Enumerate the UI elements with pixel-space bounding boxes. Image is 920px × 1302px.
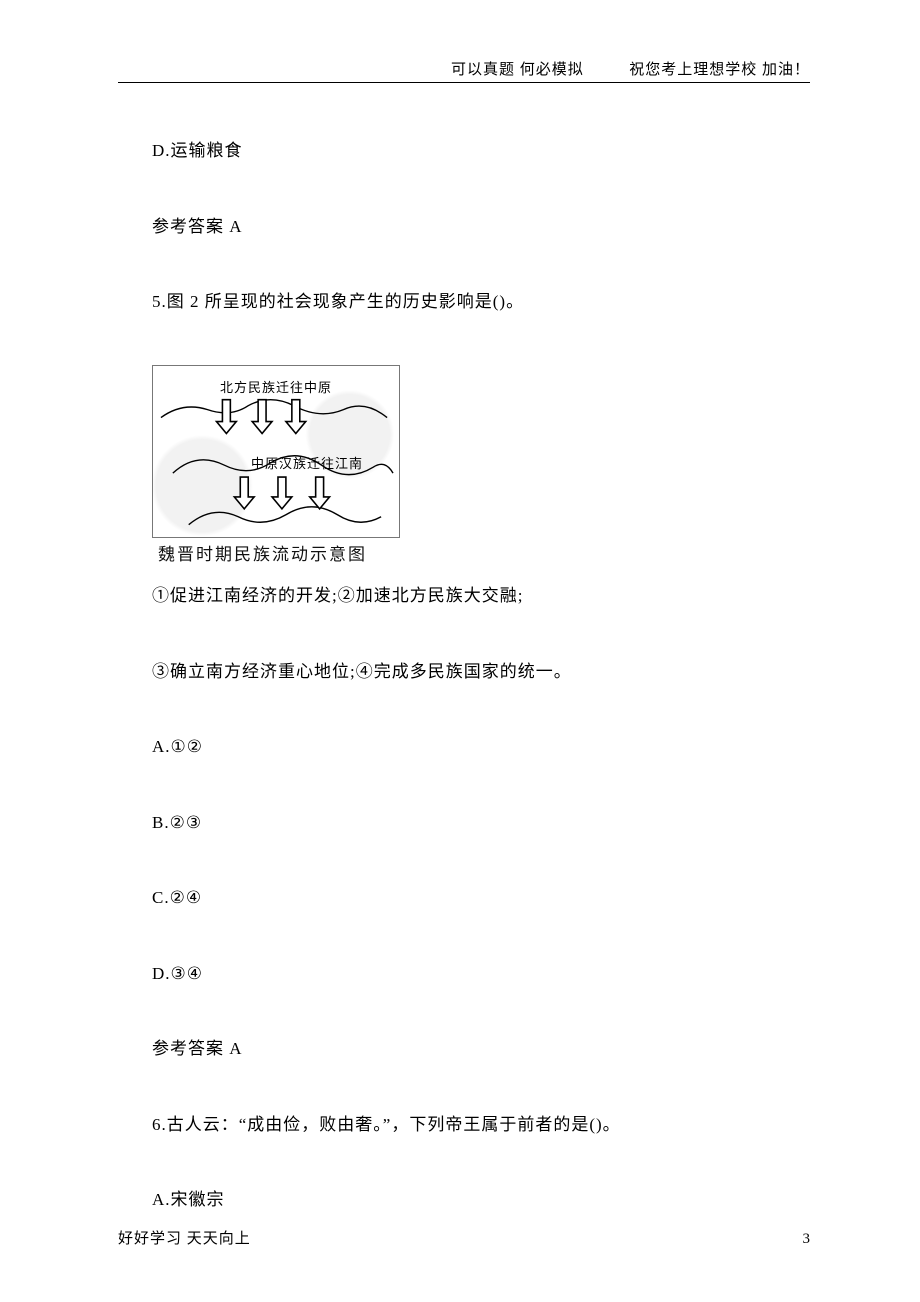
q5-statements-line2: ③确立南方经济重心地位;④完成多民族国家的统一。 <box>118 659 810 685</box>
figure-label-top: 北方民族迁往中原 <box>220 378 332 398</box>
footer-left-text: 好好学习 天天向上 <box>118 1227 251 1248</box>
answer-q5: 参考答案 A <box>118 1036 810 1062</box>
question-6-stem: 6.古人云：“成由俭，败由奢。”，下列帝王属于前者的是()。 <box>118 1112 810 1138</box>
header-left-text: 可以真题 何必模拟 <box>451 62 584 78</box>
question-5-stem: 5.图 2 所呈现的社会现象产生的历史影响是()。 <box>118 289 810 315</box>
option-a-q6: A.宋徽宗 <box>118 1187 810 1213</box>
page-number: 3 <box>803 1231 811 1248</box>
header-rule <box>118 82 810 83</box>
option-d-q4: D.运输粮食 <box>118 138 810 164</box>
page-header: 可以真题 何必模拟 祝您考上理想学校 加油！ <box>451 58 810 79</box>
figure-label-mid: 中原汉族迁往江南 <box>251 454 363 474</box>
content-area: D.运输粮食 参考答案 A 5.图 2 所呈现的社会现象产生的历史影响是()。 <box>118 138 810 1241</box>
page: 可以真题 何必模拟 祝您考上理想学校 加油！ D.运输粮食 参考答案 A 5.图… <box>0 0 920 1302</box>
q5-statements-line1: ①促进江南经济的开发;②加速北方民族大交融; <box>118 583 810 609</box>
answer-q4: 参考答案 A <box>118 214 810 240</box>
figure-2-block: 北方民族迁往中原 中原汉族迁往江南 魏晋时期民族流动示意图 <box>118 365 810 568</box>
option-a-q5: A.①② <box>118 734 810 760</box>
header-right-text: 祝您考上理想学校 加油！ <box>629 62 810 78</box>
figure-2-map: 北方民族迁往中原 中原汉族迁往江南 <box>152 365 400 538</box>
option-c-q5: C.②④ <box>118 885 810 911</box>
figure-2-caption: 魏晋时期民族流动示意图 <box>152 542 810 568</box>
option-d-q5: D.③④ <box>118 961 810 987</box>
option-b-q5: B.②③ <box>118 810 810 836</box>
